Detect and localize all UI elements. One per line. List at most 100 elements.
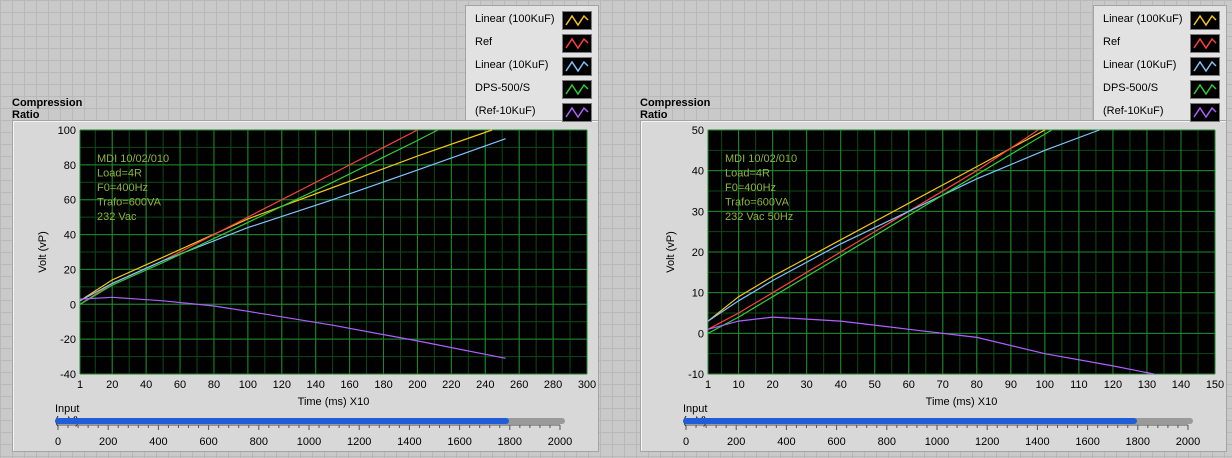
slider-tick-label: 2000 [548,436,572,448]
x-tick-label: 70 [937,379,949,391]
slider-tick-label: 1200 [975,436,999,448]
series-line [707,129,1039,330]
x-tick-label: 1 [705,379,711,391]
x-tick-label: 200 [408,379,426,391]
legend-label: DPS-500/S [1103,82,1159,94]
y-tick-label: 20 [64,264,76,276]
legend-label: Linear (10KuF) [475,59,549,71]
y-tick-label: 80 [64,160,76,172]
slider-tick-label: 600 [199,436,217,448]
x-axis-label: Time (ms) X10 [298,396,370,408]
legend-label: Linear (10KuF) [1103,59,1177,71]
line-chart[interactable]: MDI 10/02/010 Load=4R F0=400Hz Trafo=600VA 2… [12,120,597,420]
y-tick-label: -20 [60,334,76,346]
plot-legend[interactable]: Linear (100KuF) Ref Linear (10KuF) DPS-500/… [465,5,599,124]
x-tick-label: 240 [476,379,494,391]
x-tick-label: 20 [106,379,118,391]
series-line [707,129,1053,334]
y-axis-label: Volt (vP) [37,231,49,273]
slider-tick-label: 1000 [925,436,949,448]
series-line [79,129,439,305]
legend-swatch [1190,80,1220,99]
x-tick-label: 80 [208,379,220,391]
annotation-text: MDI 10/02/010 [725,153,797,165]
legend-label: (Ref-10KuF) [1103,105,1164,117]
x-tick-label: 180 [374,379,392,391]
x-tick-label: 100 [239,379,257,391]
series-line [79,296,506,359]
legend-item[interactable]: DPS-500/S [1094,78,1226,101]
legend-item[interactable]: Linear (10KuF) [1094,55,1226,78]
legend-swatch [562,57,592,76]
series-line [707,316,1154,375]
x-tick-label: 60 [903,379,915,391]
slider-tick-label: 1400 [397,436,421,448]
legend-swatch [562,80,592,99]
input-slider[interactable] [683,418,1193,424]
legend-label: Ref [1103,36,1121,48]
legend-label: Linear (100KuF) [475,13,555,25]
y-tick-label: 10 [692,288,704,300]
x-tick-label: 10 [732,379,744,391]
plot-legend[interactable]: Linear (100KuF) Ref Linear (10KuF) DPS-500/… [1093,5,1227,124]
legend-item[interactable]: Ref [466,32,598,55]
legend-item[interactable]: DPS-500/S [466,78,598,101]
legend-item[interactable]: Ref [1094,32,1226,55]
legend-label: Linear (100KuF) [1103,13,1183,25]
legend-item[interactable]: (Ref-10KuF) [466,101,598,124]
y-tick-label: 50 [692,125,704,137]
annotation-text: Load=4R [725,168,770,180]
slider-tick-label: 1000 [297,436,321,448]
slider-tick-label: 1800 [1126,436,1150,448]
slider-tick-label: 600 [827,436,845,448]
slider-tick-label: 1600 [447,436,471,448]
x-tick-label: 80 [971,379,983,391]
grid [707,129,1216,375]
slider-tick-label: 200 [99,436,117,448]
slider-tick-label: 1400 [1025,436,1049,448]
legend-item[interactable]: (Ref-10KuF) [1094,101,1226,124]
slider-tick-label: 1600 [1075,436,1099,448]
slider-tick-label: 400 [149,436,167,448]
slider-fill [683,418,1137,424]
x-tick-label: 120 [1104,379,1122,391]
annotation-text: Trafo=600VA [725,197,790,209]
x-tick-label: 100 [1036,379,1054,391]
x-tick-label: 160 [340,379,358,391]
x-tick-label: 140 [1172,379,1190,391]
slider-tick-label: 400 [777,436,795,448]
x-tick-label: 120 [273,379,291,391]
y-tick-label: 0 [70,299,76,311]
legend-label: DPS-500/S [475,82,531,94]
slider-scale: 0 200 400 600 800 1000 1200 1400 1600 1800 2000 [683,424,1200,448]
annotation-text: Load=4R [97,168,142,180]
slider-tick-label: 0 [55,436,61,448]
series-line [79,129,493,302]
y-axis-label: Volt (vP) [665,231,677,273]
slider-tick-label: 1800 [498,436,522,448]
line-chart[interactable]: MDI 10/02/010 Load=4R F0=400Hz Trafo=600VA 2… [640,120,1225,420]
legend-item[interactable]: Linear (100KuF) [466,9,598,32]
legend-item[interactable]: Linear (10KuF) [466,55,598,78]
grid [79,129,588,375]
x-tick-label: 140 [307,379,325,391]
y-tick-label: 60 [64,195,76,207]
x-tick-label: 50 [869,379,881,391]
slider-tick-label: 800 [878,436,896,448]
x-tick-label: 300 [578,379,596,391]
y-tick-label: 30 [692,206,704,218]
input-slider[interactable] [55,418,565,424]
series-line [707,129,1100,322]
slider-tick-label: 200 [727,436,745,448]
y-tick-label: 20 [692,247,704,259]
x-tick-label: 1 [77,379,83,391]
panel-title: Compression Ratio [12,97,83,121]
x-tick-label: 30 [801,379,813,391]
legend-swatch [1190,11,1220,30]
annotation-text: 232 Vac [97,211,137,223]
legend-label: Ref [475,36,493,48]
x-axis-label: Time (ms) X10 [926,396,998,408]
legend-item[interactable]: Linear (100KuF) [1094,9,1226,32]
slider-tick-label: 1200 [347,436,371,448]
annotation-text: 232 Vac 50Hz [725,211,793,223]
